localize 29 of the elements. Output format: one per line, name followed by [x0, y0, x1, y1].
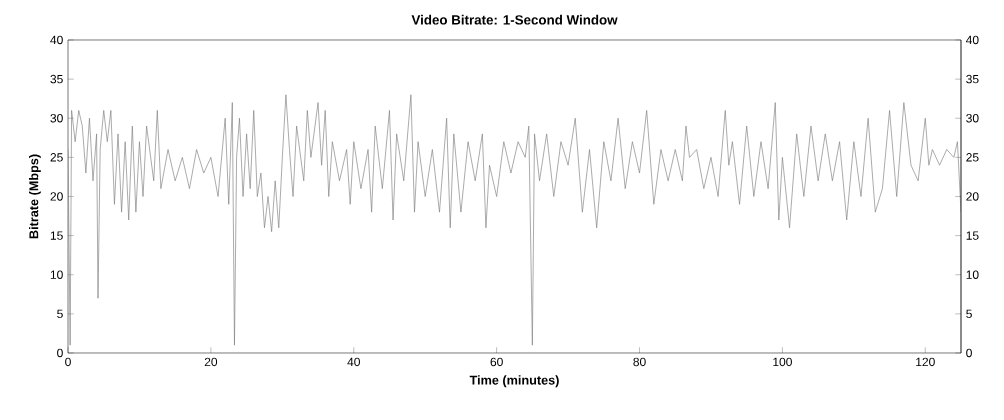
- y-axis-title: Bitrate (Mbps): [28, 154, 41, 239]
- y-tick-label: 25: [50, 153, 63, 162]
- x-tick-label: 20: [204, 357, 218, 367]
- y-tick-label: 0: [57, 348, 63, 358]
- x-tick-label: 100: [773, 357, 792, 367]
- y-tick-label: 5: [57, 309, 63, 319]
- y-tick-label: 20: [50, 192, 63, 201]
- x-tick-label: 0: [65, 357, 71, 367]
- y-tick-label: 30: [50, 113, 63, 123]
- chart-title: Video Bitrate: 1-Second Window: [411, 14, 618, 25]
- x-tick-label: 60: [490, 357, 503, 367]
- y2-tick-label: 10: [966, 270, 979, 279]
- y-tick-label: 40: [50, 35, 63, 45]
- y2-tick-label: 0: [966, 348, 972, 358]
- line-series: [68, 94, 961, 346]
- y2-tick-label: 35: [966, 74, 979, 84]
- y2-tick-label: 40: [965, 35, 979, 45]
- y2-tick-label: 5: [966, 309, 972, 319]
- y-tick-label: 35: [50, 74, 63, 84]
- y-tick-label: 10: [50, 270, 63, 279]
- x-tick-label: 40: [347, 357, 360, 367]
- y2-tick-label: 30: [966, 113, 979, 123]
- y2-tick-label: 25: [966, 153, 979, 162]
- y2-tick-label: 20: [966, 192, 979, 201]
- y2-tick-label: 15: [966, 231, 979, 240]
- x-tick-label: 120: [916, 357, 935, 367]
- x-tick-label: 80: [633, 357, 646, 367]
- x-axis-title: Time (minutes): [469, 375, 559, 388]
- y-tick-label: 15: [50, 231, 63, 240]
